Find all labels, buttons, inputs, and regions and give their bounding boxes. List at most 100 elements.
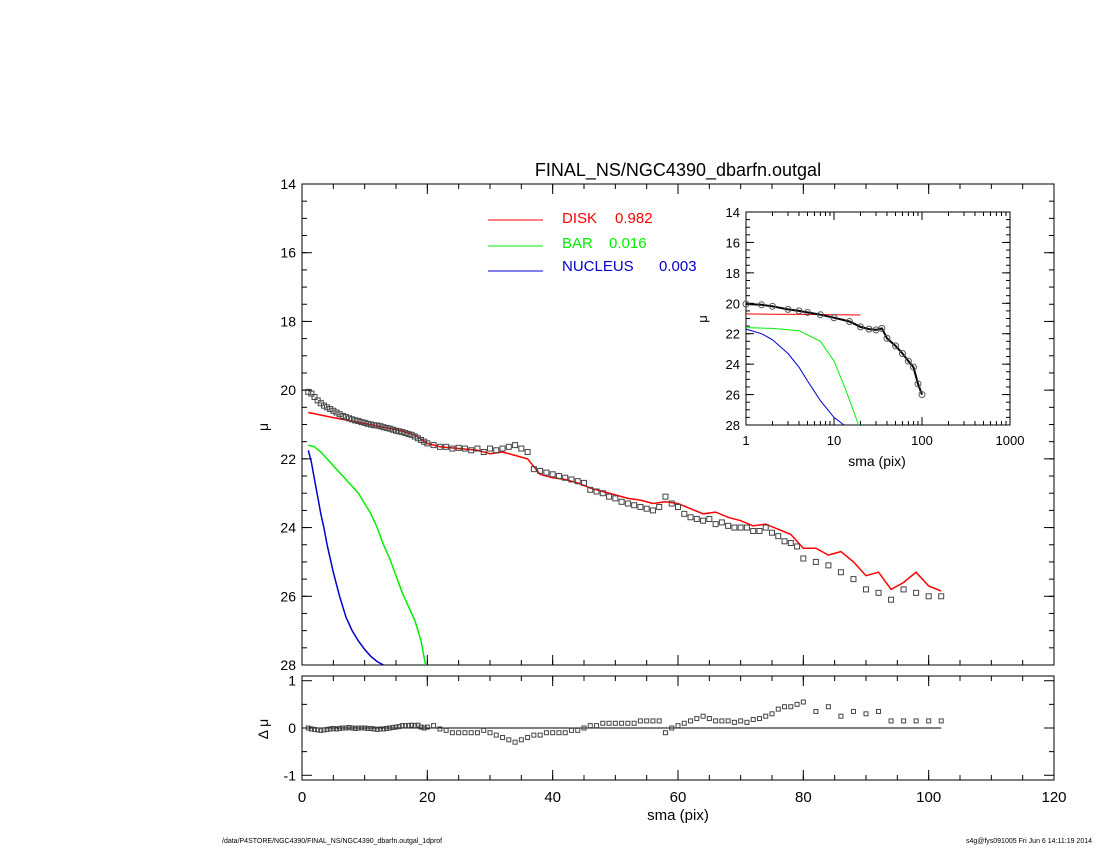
- residual-point: [437, 726, 443, 732]
- data-point: [925, 593, 932, 600]
- data-point: [662, 493, 669, 500]
- data-point: [612, 495, 619, 502]
- residual-y-axis-label: Δ μ: [255, 719, 271, 740]
- residual-point: [863, 711, 869, 717]
- inset-data-point: [892, 342, 900, 350]
- inset-x-tick-label: 1000: [996, 433, 1025, 448]
- data-point: [618, 498, 625, 505]
- data-point: [339, 412, 346, 419]
- data-point: [900, 586, 907, 593]
- data-point: [706, 515, 713, 522]
- residual-point: [725, 718, 731, 724]
- residual-point: [324, 726, 330, 732]
- data-point: [863, 586, 869, 593]
- residual-point: [838, 713, 844, 719]
- main-y-tick-label: 20: [280, 382, 296, 398]
- residual-point: [800, 699, 806, 705]
- main-y-tick-label: 18: [280, 313, 296, 329]
- residual-point: [631, 720, 637, 726]
- residual-point: [738, 718, 744, 724]
- residual-point: [305, 725, 311, 731]
- residual-point: [355, 725, 361, 731]
- data-point: [512, 442, 519, 449]
- data-point: [408, 431, 415, 438]
- residual-point: [449, 730, 455, 736]
- data-point: [643, 505, 650, 512]
- data-point: [888, 596, 895, 603]
- data-point: [371, 422, 378, 429]
- residual-point: [581, 725, 587, 731]
- residual-point: [315, 727, 321, 733]
- inset-series-line-nucleus: [745, 328, 845, 426]
- data-point: [606, 493, 613, 500]
- residual-point: [788, 704, 794, 710]
- residual-point: [550, 730, 556, 736]
- data-point: [352, 417, 359, 424]
- residual-point: [775, 706, 781, 712]
- residual-point: [637, 718, 643, 724]
- residual-point: [825, 704, 831, 710]
- residual-point: [337, 725, 343, 731]
- x-tick-label: 20: [419, 789, 436, 806]
- inset-y-tick-label: 26: [726, 388, 740, 403]
- legend-nucleus-name: NUCLEUS: [562, 258, 634, 275]
- inset-y-tick-label: 14: [726, 205, 740, 220]
- inset-data-point: [784, 305, 792, 313]
- inset-data-line: [745, 303, 923, 395]
- legend-nucleus-value: 0.003: [659, 258, 697, 275]
- data-point: [913, 589, 920, 596]
- residual-point: [926, 718, 932, 724]
- residual-point: [318, 727, 324, 733]
- residual-point: [612, 720, 618, 726]
- inset-series-line-bar: [745, 327, 859, 426]
- main-y-tick-label: 22: [280, 451, 296, 467]
- residual-point: [374, 726, 380, 732]
- inset-x-tick-label: 1: [742, 433, 749, 448]
- series-line-disk: [308, 411, 942, 592]
- residual-point: [512, 739, 518, 745]
- data-point: [324, 404, 331, 411]
- data-point: [562, 474, 569, 481]
- inset-data-point: [742, 300, 750, 308]
- inset-plot-frame: [745, 211, 1011, 426]
- data-point: [737, 524, 744, 531]
- residual-point: [330, 725, 336, 731]
- residual-point: [938, 718, 944, 724]
- data-point: [493, 447, 500, 454]
- residual-point: [531, 732, 537, 738]
- residual-point: [575, 727, 581, 733]
- data-point: [405, 431, 412, 438]
- inset-x-tick-label: 10: [827, 433, 841, 448]
- data-point: [305, 388, 312, 395]
- data-point: [383, 424, 390, 431]
- residual-point: [487, 730, 493, 736]
- residual-point: [543, 730, 549, 736]
- data-point: [499, 445, 506, 452]
- inset-y-tick-label: 24: [726, 357, 740, 372]
- residual-point: [700, 713, 706, 719]
- data-point: [875, 589, 882, 596]
- data-point: [750, 528, 757, 535]
- inset-data-point: [845, 318, 853, 326]
- data-point: [756, 528, 763, 535]
- residual-point: [694, 716, 700, 722]
- data-point: [656, 503, 663, 510]
- inset-y-tick-label: 28: [726, 418, 740, 433]
- data-point: [581, 479, 587, 486]
- data-point: [537, 467, 544, 474]
- data-point: [380, 424, 387, 431]
- residual-point: [359, 725, 365, 731]
- residual-point: [346, 725, 352, 731]
- inset-y-tick-label: 20: [726, 296, 740, 311]
- main-profile-plot: 14 16 18 20 22 24 26 28 μ: [255, 176, 1055, 673]
- data-point: [330, 407, 337, 414]
- data-point: [308, 390, 315, 397]
- residual-point: [387, 725, 393, 731]
- data-point: [455, 444, 462, 451]
- data-point: [358, 419, 365, 426]
- residual-point: [650, 718, 656, 724]
- data-point: [574, 478, 581, 485]
- inset-data-point: [816, 311, 824, 319]
